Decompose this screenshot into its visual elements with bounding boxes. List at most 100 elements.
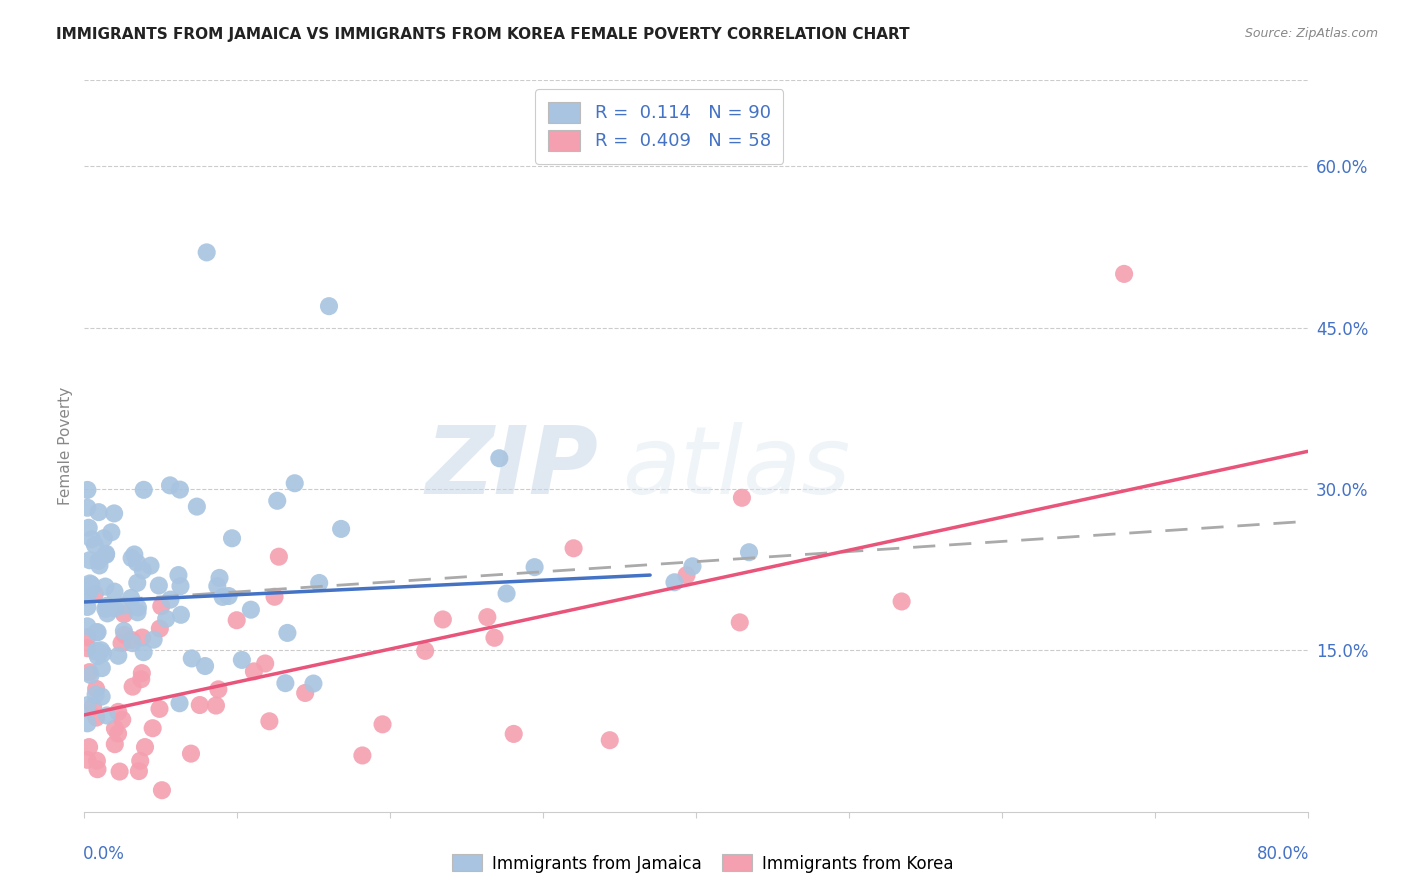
Point [112,607,135,621]
Point [1114,267,1136,281]
Y-axis label: Female Poverty: Female Poverty [58,387,73,505]
Point [208,571,231,585]
Point [142,721,165,735]
Point [86,625,108,640]
Text: ZIP: ZIP [425,422,598,514]
Point [318,299,340,313]
Point [79,553,101,567]
Point [96,547,118,561]
Legend: Immigrants from Jamaica, Immigrants from Korea: Immigrants from Jamaica, Immigrants from… [446,847,960,880]
Point [599,733,621,747]
Point [195,245,218,260]
Point [142,632,165,647]
Point [239,603,262,617]
Point [110,636,132,650]
Point [87,649,110,664]
Point [180,747,202,761]
Point [76,619,98,633]
Point [129,672,152,686]
Point [218,589,240,603]
Point [294,686,316,700]
Point [169,579,191,593]
Point [76,641,98,656]
Point [128,764,150,778]
Point [86,644,108,658]
Point [488,451,510,466]
Point [159,478,181,492]
Point [150,783,173,797]
Point [107,726,129,740]
Point [104,601,127,615]
Point [127,575,149,590]
Point [132,645,155,659]
Point [120,591,142,605]
Point [121,680,143,694]
Text: atlas: atlas [623,423,851,514]
Point [731,491,754,505]
Point [76,630,98,644]
Point [728,615,751,630]
Point [523,560,546,574]
Point [155,612,177,626]
Point [76,599,98,614]
Point [231,653,253,667]
Text: IMMIGRANTS FROM JAMAICA VS IMMIGRANTS FROM KOREA FEMALE POVERTY CORRELATION CHAR: IMMIGRANTS FROM JAMAICA VS IMMIGRANTS FR… [56,27,910,42]
Point [77,740,100,755]
Point [484,631,506,645]
Point [112,599,135,613]
Point [76,698,98,713]
Point [107,648,129,663]
Point [149,622,172,636]
Point [211,590,233,604]
Point [127,605,149,619]
Point [150,599,173,614]
Point [76,585,98,599]
Text: 80.0%: 80.0% [1257,845,1309,863]
Point [82,699,104,714]
Text: 0.0%: 0.0% [83,845,125,863]
Point [302,676,325,690]
Point [180,651,202,665]
Point [96,607,118,621]
Point [83,587,105,601]
Point [129,754,152,768]
Point [266,493,288,508]
Point [169,696,191,710]
Point [207,579,229,593]
Point [93,531,115,545]
Point [134,740,156,755]
Point [170,607,193,622]
Point [100,525,122,540]
Point [207,682,229,697]
Point [76,483,98,497]
Point [104,737,127,751]
Point [263,590,285,604]
Point [502,727,524,741]
Legend: R =  0.114   N = 90, R =  0.409   N = 58: R = 0.114 N = 90, R = 0.409 N = 58 [536,89,783,163]
Point [125,556,148,570]
Point [254,657,277,671]
Point [127,600,149,615]
Point [79,665,101,680]
Point [682,559,704,574]
Point [108,764,131,779]
Point [80,577,103,591]
Point [477,610,499,624]
Point [84,688,107,702]
Point [243,665,266,679]
Point [121,636,143,650]
Point [76,500,98,515]
Point [84,645,107,659]
Point [96,708,118,723]
Point [84,710,107,724]
Point [90,661,112,675]
Point [111,713,134,727]
Point [96,599,118,613]
Point [86,754,108,768]
Point [259,714,281,729]
Point [94,548,117,562]
Point [76,753,98,767]
Point [132,563,155,577]
Point [148,702,170,716]
Point [86,625,108,640]
